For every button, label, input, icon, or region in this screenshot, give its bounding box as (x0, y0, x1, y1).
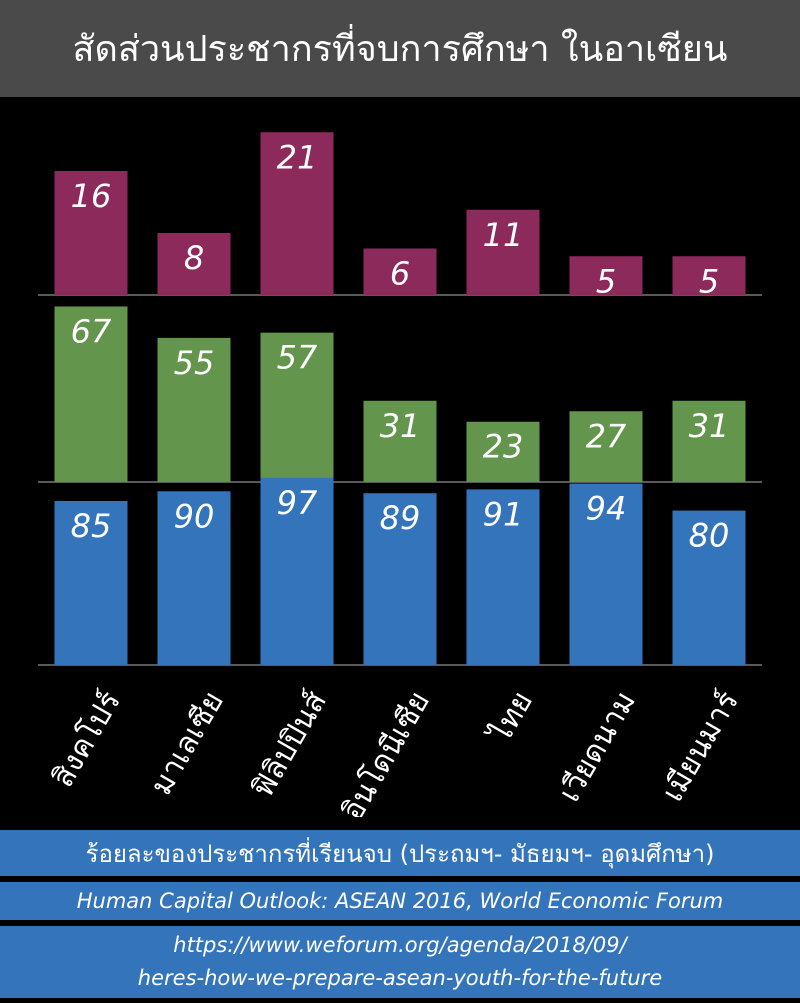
bar (157, 491, 231, 665)
chart-title: สัดส่วนประชากรที่จบการศึกษา ในอาเซียน (72, 29, 728, 70)
data-label: 94 (586, 490, 627, 528)
data-label: 23 (483, 428, 524, 466)
data-label: 5 (699, 262, 719, 300)
data-label: 91 (483, 495, 524, 533)
data-label: 55 (174, 344, 215, 382)
bar (157, 233, 231, 295)
url-bar: https://www.weforum.org/agenda/2018/09/ … (0, 926, 800, 998)
bar (157, 337, 231, 482)
category-label: ฟิลิปปินส์ (245, 686, 334, 804)
caption-bar: ร้อยละของประชากรที่เรียนจบ (ประถมฯ- มัธย… (0, 830, 800, 876)
data-label: 90 (174, 497, 215, 535)
bar (260, 477, 334, 665)
bar (363, 248, 437, 295)
bar (54, 171, 128, 295)
data-label: 97 (277, 484, 318, 522)
category-label: เมียนมาร์ (655, 686, 746, 808)
data-label: 5 (596, 262, 616, 300)
data-label: 27 (586, 417, 627, 455)
data-label: 21 (277, 138, 318, 176)
category-label: อินโดนีเซีย (334, 685, 437, 817)
data-label: 8 (184, 239, 204, 277)
bar (466, 421, 540, 482)
data-label: 80 (689, 517, 730, 555)
bar (466, 209, 540, 295)
source-text: Human Capital Outlook: ASEAN 2016, World… (76, 889, 724, 913)
category-label: เวียดนาม (552, 686, 643, 809)
data-label: 16 (71, 177, 112, 215)
bar (363, 493, 437, 665)
url-line-1: https://www.weforum.org/agenda/2018/09/ (173, 933, 627, 957)
url-line-2: heres-how-we-prepare-asean-youth-for-the… (137, 966, 663, 990)
bar (260, 332, 334, 482)
bar (54, 500, 128, 665)
category-label: ไทย (482, 685, 540, 750)
bar (569, 411, 643, 482)
bar (672, 510, 746, 665)
data-label: 57 (277, 339, 318, 377)
bar (569, 483, 643, 665)
bar (466, 489, 540, 665)
bar (54, 306, 128, 482)
data-label: 67 (71, 312, 112, 350)
data-label: 89 (380, 499, 421, 537)
title-bar: สัดส่วนประชากรที่จบการศึกษา ในอาเซียน (0, 0, 800, 97)
caption-text: ร้อยละของประชากรที่เรียนจบ (ประถมฯ- มัธย… (85, 839, 715, 868)
source-bar: Human Capital Outlook: ASEAN 2016, World… (0, 882, 800, 920)
bar (672, 400, 746, 482)
bar (363, 400, 437, 482)
bar (260, 132, 334, 295)
bar (672, 256, 746, 295)
data-label: 6 (390, 255, 410, 293)
category-label: สิงคโปร์ (45, 685, 128, 793)
category-label: มาเลเซีย (144, 686, 231, 802)
data-label: 31 (380, 407, 421, 445)
data-label: 31 (689, 407, 730, 445)
data-label: 11 (483, 216, 524, 254)
bar (569, 256, 643, 295)
data-label: 85 (71, 507, 112, 545)
